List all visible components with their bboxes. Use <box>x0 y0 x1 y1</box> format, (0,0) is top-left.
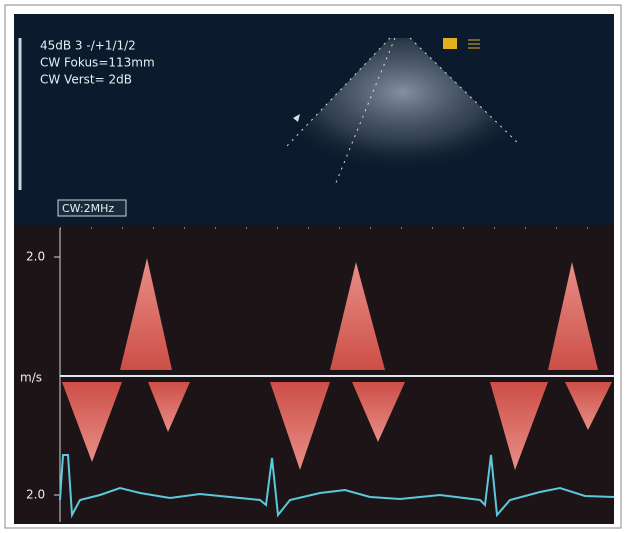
setting-line: CW Fokus=113mm <box>40 56 155 70</box>
setting-line: 45dB 3 -/+1/1/2 <box>40 39 136 53</box>
scale-top: 2.0 <box>26 250 45 264</box>
doppler-background <box>14 225 614 524</box>
ultrasound-image: 45dB 3 -/+1/1/2 CW Fokus=113mm CW Verst=… <box>0 0 626 533</box>
setting-line: CW Verst= 2dB <box>40 73 132 87</box>
page: 45dB 3 -/+1/1/2 CW Fokus=113mm CW Verst=… <box>0 0 626 533</box>
icon <box>443 38 457 49</box>
mode-label: CW:2MHz <box>62 202 114 215</box>
scale-unit: m/s <box>20 371 42 385</box>
scale-bottom: 2.0 <box>26 488 45 502</box>
